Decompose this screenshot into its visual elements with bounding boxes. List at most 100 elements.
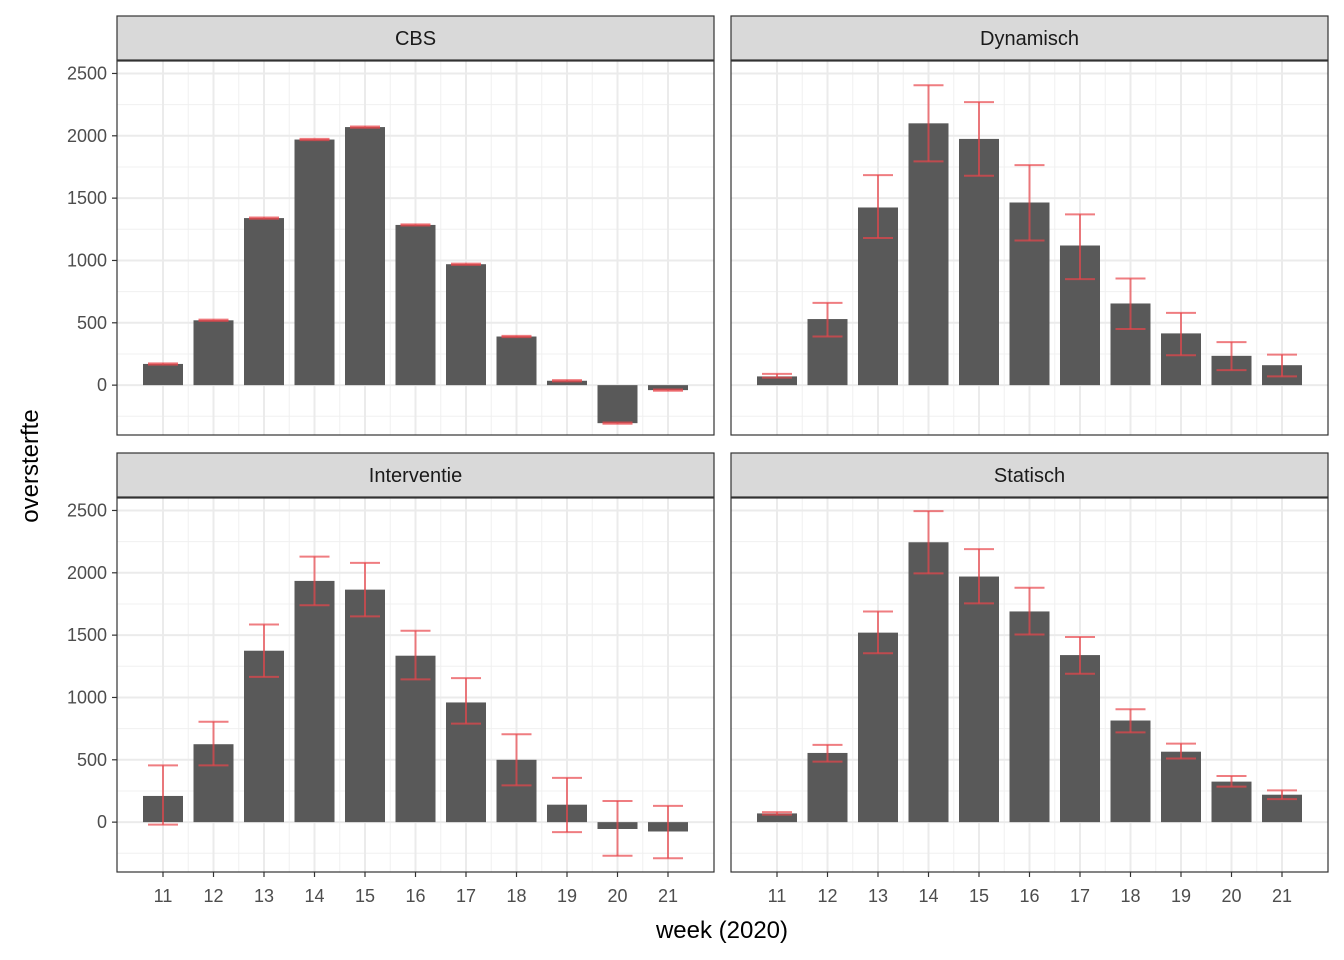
y-tick-label: 2000: [67, 563, 107, 583]
bar-week-15: [959, 138, 999, 386]
errorbar-week-19: [552, 776, 582, 834]
x-tick-label: 11: [154, 886, 173, 906]
errorbar-week-18: [501, 334, 532, 339]
errorbar-week-18: [501, 733, 532, 787]
errorbar-week-17: [1065, 213, 1095, 281]
errorbar-week-14: [913, 510, 944, 575]
x-tick-label: 20: [607, 886, 627, 906]
facet-strip: [116, 15, 715, 61]
facet-strip: [116, 452, 715, 498]
x-tick-label: 15: [969, 886, 989, 906]
bar-week-15: [345, 127, 385, 386]
y-tick-label: 2500: [67, 500, 107, 520]
errorbar-week-16: [1014, 164, 1045, 242]
errorbar-week-18: [1115, 708, 1146, 734]
x-tick-label: 17: [1070, 886, 1090, 906]
y-tick-label: 2000: [67, 126, 107, 146]
bar-week-11: [757, 813, 797, 823]
panel-statisch: Statisch 11 12 13 14 15 16 17 18 19 20 21: [730, 452, 1329, 906]
errorbar-week-13: [249, 216, 279, 220]
errorbar-week-21: [1267, 353, 1297, 378]
y-tick-label: 1000: [67, 687, 107, 707]
facet-title: Dynamisch: [980, 28, 1079, 50]
panel-dynamisch: Dynamisch: [730, 15, 1329, 436]
bar-week-13: [244, 650, 284, 823]
errorbar-week-19: [1166, 742, 1196, 760]
errorbar-week-13: [249, 623, 279, 678]
errorbar-week-20: [1216, 775, 1247, 788]
x-tick-label: 12: [203, 886, 223, 906]
errorbar-week-18: [1115, 277, 1146, 331]
errorbar-week-21: [653, 804, 683, 860]
x-tick-label: 12: [817, 886, 837, 906]
y-tick-label: 500: [77, 750, 107, 770]
errorbar-week-12: [812, 743, 843, 763]
errorbar-week-14: [299, 137, 330, 142]
bar-week-14: [908, 542, 949, 823]
bar-week-12: [193, 320, 234, 386]
bar-week-13: [244, 218, 284, 386]
y-tick-label: 500: [77, 313, 107, 333]
errorbar-week-19: [1166, 311, 1196, 357]
errorbar-week-21: [1267, 789, 1297, 801]
panel-border: [116, 60, 715, 436]
x-tick-label: 13: [254, 886, 274, 906]
x-tick-label: 18: [1120, 886, 1140, 906]
bar-week-20: [597, 385, 638, 424]
errorbar-week-20: [602, 421, 633, 425]
bar-week-11: [757, 376, 797, 386]
panel-border: [730, 60, 1329, 436]
errorbar-week-11: [762, 811, 792, 816]
errorbar-week-15: [350, 125, 380, 129]
errorbar-week-11: [762, 372, 792, 379]
errorbar-week-16: [1014, 586, 1045, 636]
errorbar-week-17: [451, 677, 481, 725]
bar-week-15: [959, 576, 999, 823]
x-tick-label: 14: [918, 886, 938, 906]
x-tick-label: 18: [506, 886, 526, 906]
bar-week-11: [143, 363, 183, 386]
x-tick-label: 19: [1171, 886, 1191, 906]
y-tick-label: 0: [97, 375, 107, 395]
facet-title: Interventie: [369, 465, 462, 487]
y-tick-label: 2500: [67, 63, 107, 83]
x-tick-label: 16: [405, 886, 425, 906]
x-axis-title: week (2020): [655, 917, 788, 944]
facet-title: Statisch: [994, 465, 1065, 487]
bar-week-16: [395, 655, 436, 823]
errorbar-week-14: [299, 555, 330, 607]
errorbar-week-17: [451, 262, 481, 266]
bar-week-12: [807, 752, 848, 823]
errorbar-week-16: [400, 629, 431, 681]
errorbar-week-12: [198, 720, 229, 767]
errorbar-week-12: [812, 301, 843, 338]
bar-week-15: [345, 589, 385, 823]
y-axis-title: oversterfte: [17, 409, 44, 522]
bar-week-14: [908, 123, 949, 386]
errorbar-week-14: [913, 84, 944, 163]
x-tick-label: 16: [1019, 886, 1039, 906]
y-tick-label: 0: [97, 812, 107, 832]
bar-week-17: [1060, 655, 1100, 823]
errorbar-week-20: [602, 799, 633, 857]
x-tick-label: 17: [456, 886, 476, 906]
x-tick-label: 11: [768, 886, 787, 906]
errorbar-week-13: [863, 610, 893, 655]
bar-week-18: [1110, 720, 1151, 823]
x-tick-label: 14: [304, 886, 324, 906]
bar-week-20: [1211, 781, 1252, 823]
bar-week-17: [446, 264, 486, 386]
errorbar-week-15: [964, 101, 994, 177]
errorbar-week-11: [148, 362, 178, 366]
y-tick-label: 1500: [67, 625, 107, 645]
errorbar-week-16: [400, 223, 431, 227]
bar-week-21: [648, 385, 688, 391]
facet-strip: [730, 15, 1329, 61]
errorbar-week-11: [148, 764, 178, 826]
facet-title: CBS: [395, 28, 436, 50]
x-tick-label: 15: [355, 886, 375, 906]
x-tick-label: 13: [868, 886, 888, 906]
panel-cbs: CBS 0 500 1000 1500 2000 2500: [67, 15, 715, 436]
x-tick-label: 21: [1272, 886, 1292, 906]
